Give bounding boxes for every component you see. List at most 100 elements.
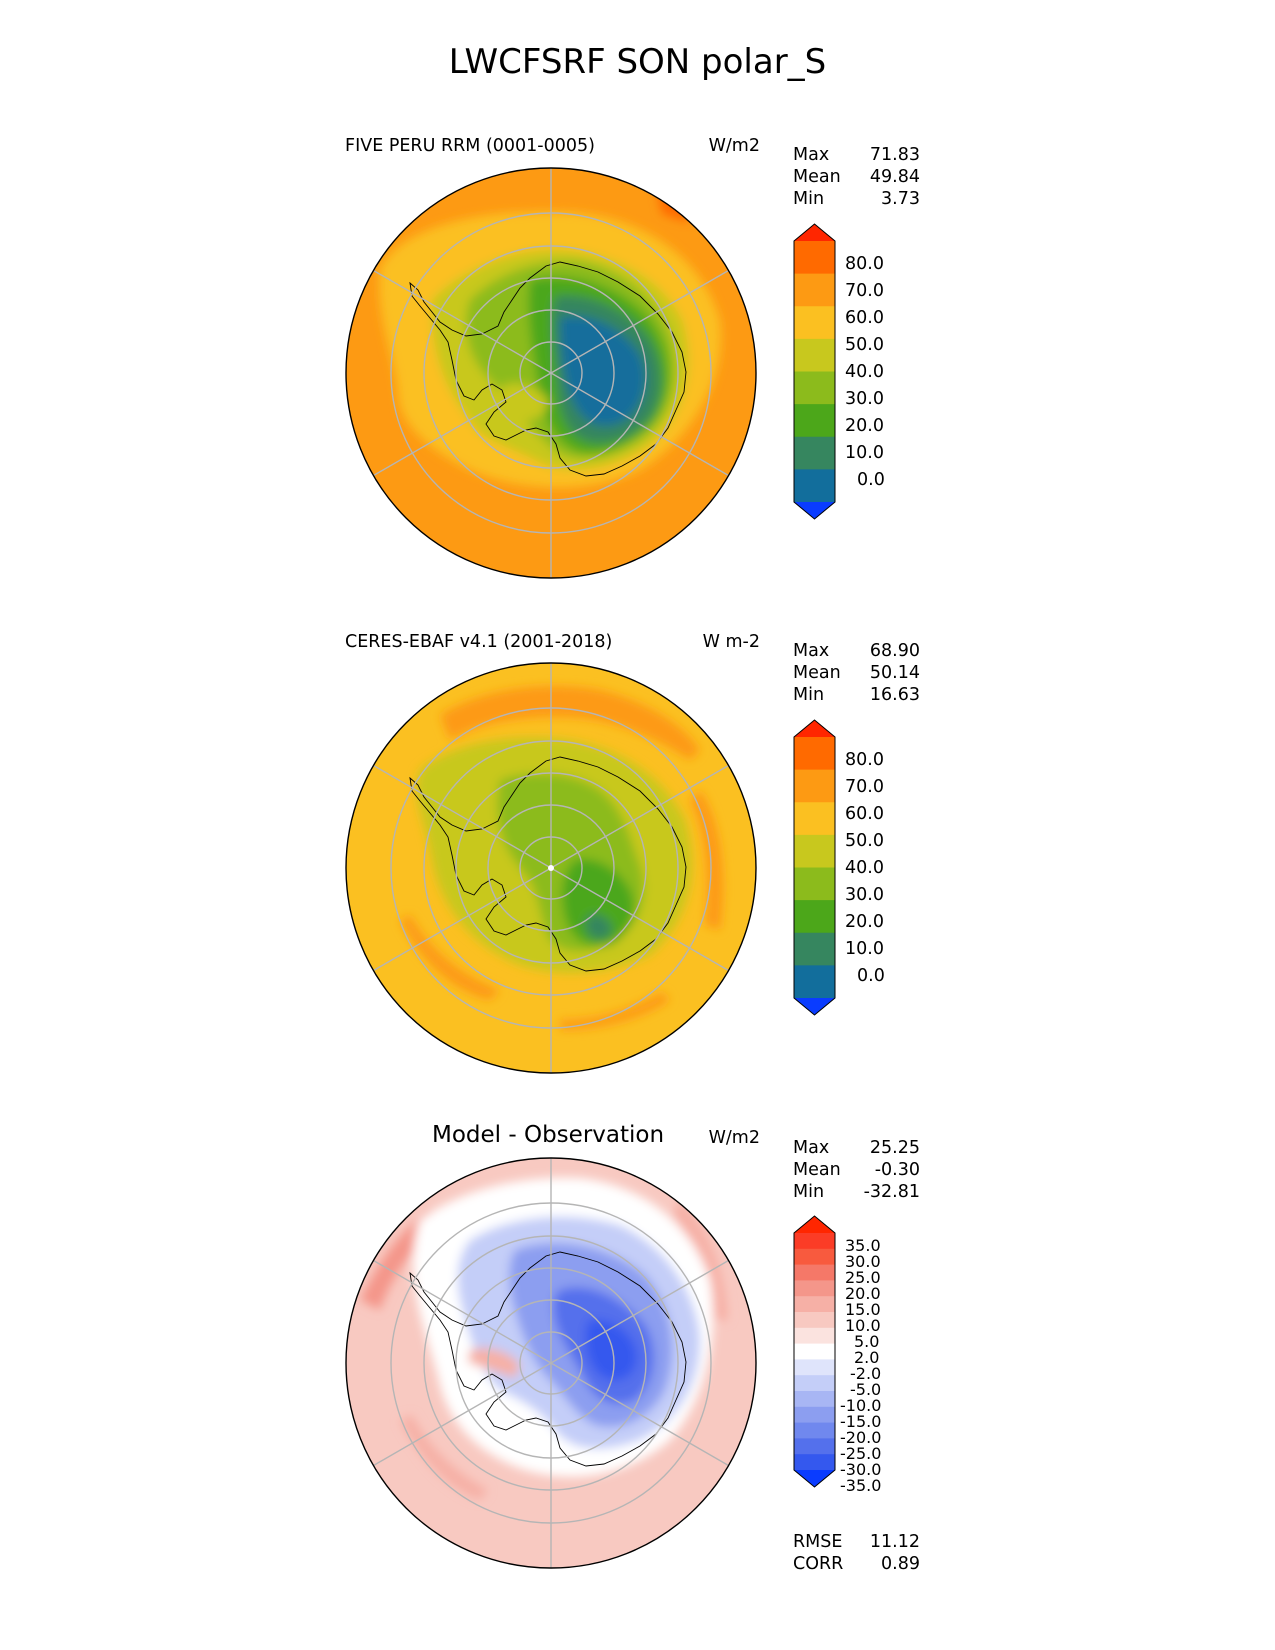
colorbar-segment bbox=[794, 965, 835, 999]
panel-3-units: W/m2 bbox=[708, 1128, 760, 1148]
panel-1-boundary bbox=[345, 167, 757, 579]
panel-3-gridlines bbox=[373, 1158, 729, 1568]
colorbar-outline bbox=[793, 719, 836, 1016]
colorbar-segment bbox=[794, 469, 835, 503]
colorbar-3-tick: -25.0 bbox=[840, 1444, 882, 1463]
colorbar-2-tick: 30.0 bbox=[845, 885, 884, 905]
panel-2-mean-value: 50.14 bbox=[869, 663, 920, 683]
panel-1-max-value: 71.83 bbox=[869, 145, 920, 165]
colorbar-1-tick: 60.0 bbox=[845, 308, 884, 328]
colorbar-segment bbox=[794, 436, 835, 470]
colorbar-2-tick: 50.0 bbox=[845, 831, 884, 851]
colorbar-outline bbox=[793, 1215, 836, 1488]
panel-3-max-value: 25.25 bbox=[869, 1138, 920, 1158]
panel-1-min-label: Min bbox=[793, 189, 825, 209]
colorbar-3-tick: 15.0 bbox=[845, 1300, 881, 1319]
panel-3-max-label: Max bbox=[793, 1138, 830, 1158]
colorbar-segment bbox=[794, 1422, 835, 1439]
colorbar-segment bbox=[794, 1359, 835, 1376]
colorbar-3-tick: 5.0 bbox=[854, 1332, 880, 1351]
colorbar-segment bbox=[794, 241, 835, 275]
colorbar-2-tick: 80.0 bbox=[845, 750, 884, 770]
colorbar-segment bbox=[794, 1454, 835, 1471]
colorbar-3-tick: -30.0 bbox=[840, 1460, 882, 1479]
colorbar-2 bbox=[793, 719, 836, 1016]
colorbar-segment bbox=[794, 1343, 835, 1360]
panel-3-map bbox=[345, 1157, 757, 1569]
colorbar-outline bbox=[793, 223, 836, 520]
colorbar-1-tick: 70.0 bbox=[845, 281, 884, 301]
colorbar-extend-max bbox=[794, 224, 835, 241]
colorbar-segment bbox=[794, 834, 835, 868]
panel-2-boundary bbox=[345, 662, 757, 1074]
colorbar-1 bbox=[793, 223, 836, 520]
panel-2-field-contours bbox=[400, 686, 724, 1030]
colorbar-segment bbox=[794, 1312, 835, 1329]
colorbar-1-tick: 0.0 bbox=[857, 470, 885, 490]
colorbar-segment bbox=[794, 1406, 835, 1424]
panel-2-max-value: 68.90 bbox=[869, 641, 920, 661]
panel-2-mean-label: Mean bbox=[793, 663, 841, 683]
panel-3-rmse-value: 11.12 bbox=[869, 1532, 920, 1552]
colorbar-2-tick: 40.0 bbox=[845, 858, 884, 878]
colorbar-2-tick: 70.0 bbox=[845, 777, 884, 797]
panel-3-title: Model - Observation bbox=[432, 1122, 665, 1148]
colorbar-segment bbox=[794, 1296, 835, 1313]
colorbar-segment bbox=[794, 371, 835, 405]
colorbar-segment bbox=[794, 867, 835, 901]
colorbar-2-tick: 0.0 bbox=[857, 966, 885, 986]
panel-3-mean-label: Mean bbox=[793, 1160, 841, 1180]
colorbar-extend-max bbox=[794, 1216, 835, 1233]
colorbar-segment bbox=[794, 769, 835, 803]
colorbar-segment bbox=[794, 1264, 835, 1281]
panel-1-max-label: Max bbox=[793, 145, 830, 165]
colorbar-1-tick: 20.0 bbox=[845, 416, 884, 436]
colorbar-3-tick: -5.0 bbox=[850, 1380, 882, 1399]
colorbar-extend-min bbox=[794, 502, 835, 519]
panel-1-mean-label: Mean bbox=[793, 167, 841, 187]
colorbar-segment bbox=[794, 737, 835, 771]
panel-2-map bbox=[345, 662, 757, 1074]
colorbar-3-tick: 30.0 bbox=[845, 1252, 881, 1271]
panel-3-min-label: Min bbox=[793, 1182, 825, 1202]
colorbar-3-tick: 35.0 bbox=[845, 1236, 881, 1255]
colorbar-1-tick: 50.0 bbox=[845, 335, 884, 355]
colorbar-3-tick: -2.0 bbox=[850, 1364, 882, 1383]
colorbar-segment bbox=[794, 1248, 835, 1266]
colorbar-segment bbox=[794, 1438, 835, 1455]
panel-3-boundary bbox=[345, 1157, 757, 1569]
colorbar-segment bbox=[794, 1327, 835, 1345]
panel-3-corr-value: 0.89 bbox=[881, 1554, 920, 1574]
panel-1-min-value: 3.73 bbox=[881, 189, 920, 209]
panel-1-map bbox=[345, 167, 757, 579]
panel-3-mean-value: -0.30 bbox=[874, 1160, 920, 1180]
colorbar-3-tick: -35.0 bbox=[840, 1476, 882, 1495]
colorbar-extend-min bbox=[794, 998, 835, 1015]
colorbar-3-tick: -20.0 bbox=[840, 1428, 882, 1447]
colorbar-segment bbox=[794, 1375, 835, 1392]
colorbar-extend-min bbox=[794, 1470, 835, 1487]
panel-2-min-label: Min bbox=[793, 685, 825, 705]
colorbar-3-tick: -10.0 bbox=[840, 1396, 882, 1415]
colorbar-segment bbox=[794, 802, 835, 836]
colorbar-1-tick: 80.0 bbox=[845, 254, 884, 274]
figure-title: LWCFSRF SON polar_S bbox=[448, 42, 827, 82]
panel-1-units: W/m2 bbox=[708, 136, 760, 156]
colorbar-1-tick: 10.0 bbox=[845, 443, 884, 463]
colorbar-segment bbox=[794, 1233, 835, 1250]
colorbar-segment bbox=[794, 932, 835, 966]
colorbar-segment bbox=[794, 900, 835, 934]
panel-1-coastline bbox=[409, 261, 687, 477]
colorbar-segment bbox=[794, 306, 835, 340]
panel-2-max-label: Max bbox=[793, 641, 830, 661]
panel-2-units: W m-2 bbox=[702, 632, 760, 652]
colorbar-3-tick: 2.0 bbox=[854, 1348, 880, 1367]
panel-1-title: FIVE PERU RRM (0001-0005) bbox=[345, 136, 595, 156]
colorbar-3-tick: 25.0 bbox=[845, 1268, 881, 1287]
colorbar-2-tick: 60.0 bbox=[845, 804, 884, 824]
colorbar-segment bbox=[794, 1391, 835, 1408]
panel-2-coastline bbox=[409, 756, 687, 972]
colorbar-segment bbox=[794, 1280, 835, 1297]
colorbar-3-tick: 10.0 bbox=[845, 1316, 881, 1335]
